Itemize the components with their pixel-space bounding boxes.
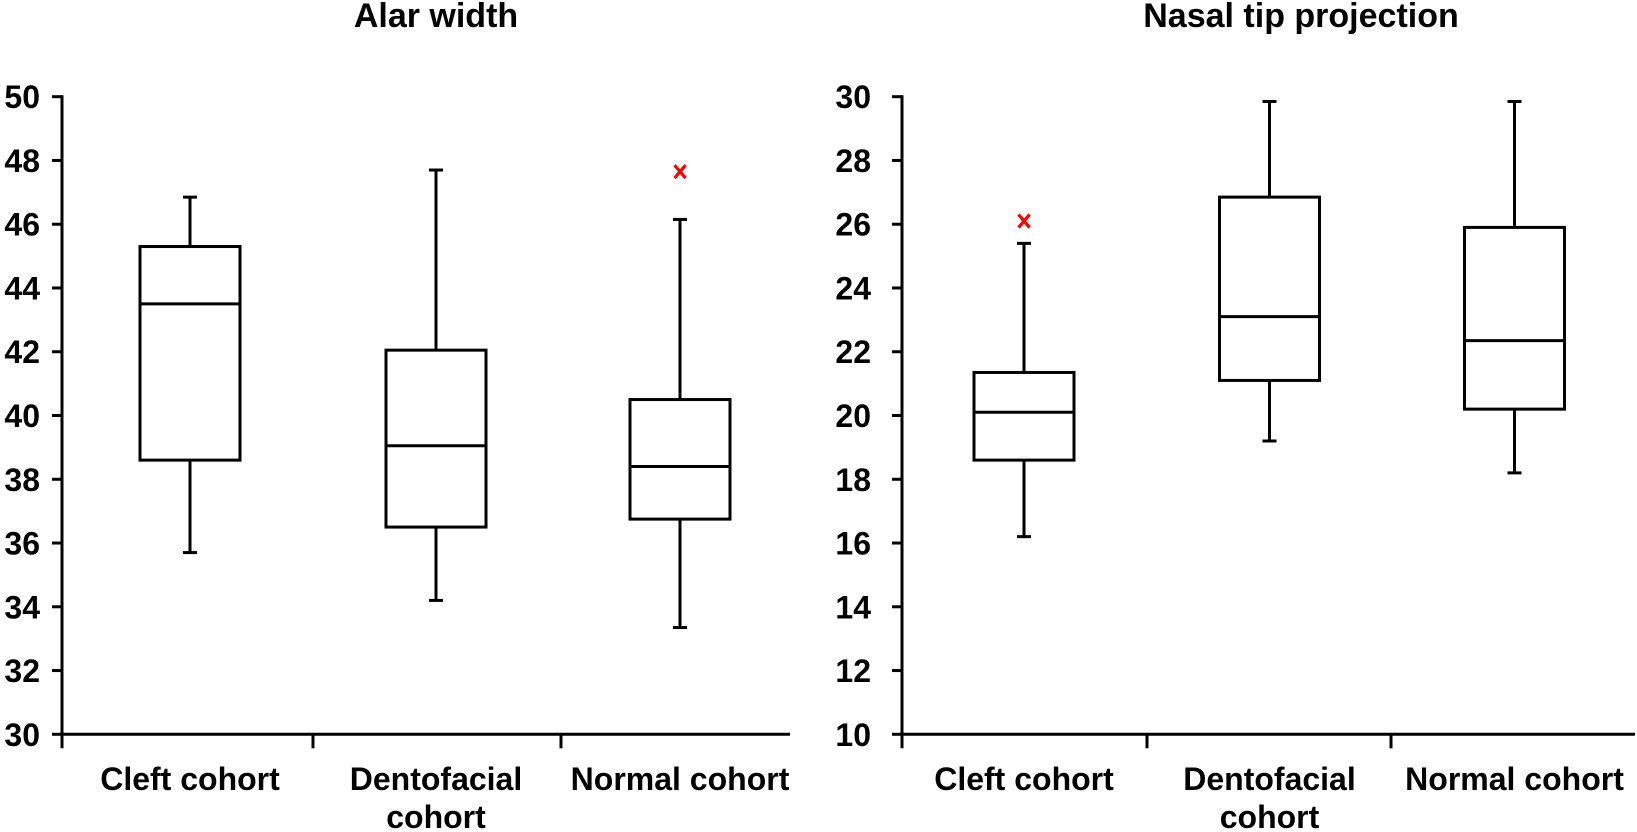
y-axis-tick-label: 50 xyxy=(4,79,40,115)
y-axis-tick-label: 36 xyxy=(4,526,40,562)
outlier-marker-x-normal-cohort xyxy=(673,164,687,180)
nasal-tip-projection-boxplot-svg: Nasal tip projection 10 12 14 16 18 20 22 24 26 28… xyxy=(835,0,1635,832)
box-cleft-cohort xyxy=(138,245,242,462)
y-axis-tick-label: 40 xyxy=(4,398,40,434)
chart-alar-width: Alar width 30 32 34 36 38 40 42 44 46 48 50 Cleft co… xyxy=(4,0,790,832)
category-label-cleft-cohort: Cleft cohort xyxy=(100,761,280,797)
y-axis-tick-label: 24 xyxy=(835,270,871,306)
box-dentofacial-cohort xyxy=(1218,195,1321,382)
y-axis-tick-label: 32 xyxy=(4,653,40,689)
category-label-dentofacial-cohort: Dentofacial xyxy=(1183,761,1355,797)
box-cleft-cohort xyxy=(972,370,1076,462)
box-normal-cohort xyxy=(1463,225,1566,411)
category-label-cleft-cohort: Cleft cohort xyxy=(934,761,1114,797)
chart-nasal-tip-projection: Nasal tip projection 10 12 14 16 18 20 22 24 26 28… xyxy=(818,0,1637,832)
box-dentofacial-cohort xyxy=(384,348,488,529)
y-axis-tick-label: 16 xyxy=(835,526,871,562)
y-axis-tick-label: 44 xyxy=(4,270,40,306)
outlier-marker-x-cleft-cohort xyxy=(1017,213,1031,229)
y-axis-tick-label: 26 xyxy=(835,207,871,243)
outlier-x-stroke xyxy=(673,164,687,180)
category-label-dentofacial-cohort-line2: cohort xyxy=(1220,799,1320,832)
y-axis-tick-label: 46 xyxy=(4,207,40,243)
alar-width-boxplot-svg: Alar width 30 32 34 36 38 40 42 44 46 48 50 Cleft co… xyxy=(4,0,790,832)
y-axis-tick-label: 34 xyxy=(4,589,40,625)
y-axis-tick-label: 38 xyxy=(4,462,40,498)
chart-title: Alar width xyxy=(354,0,518,35)
y-axis-tick-label: 30 xyxy=(4,717,40,753)
y-axis-tick-label: 22 xyxy=(835,334,871,370)
y-axis-tick-label: 20 xyxy=(835,398,871,434)
box-normal-cohort xyxy=(628,398,732,521)
y-axis-tick-label: 30 xyxy=(835,79,871,115)
y-axis-tick-label: 10 xyxy=(835,717,871,753)
category-label-normal-cohort: Normal cohort xyxy=(571,761,790,797)
y-axis-tick-label: 48 xyxy=(4,143,40,179)
category-label-normal-cohort: Normal cohort xyxy=(1405,761,1624,797)
category-label-dentofacial-cohort: Dentofacial xyxy=(350,761,522,797)
chart-title: Nasal tip projection xyxy=(1143,0,1459,35)
y-axis-tick-label: 42 xyxy=(4,334,40,370)
y-axis-tick-label: 28 xyxy=(835,143,871,179)
y-axis-tick-label: 14 xyxy=(835,589,871,625)
category-label-dentofacial-cohort-line2: cohort xyxy=(386,799,486,832)
y-axis-tick-label: 18 xyxy=(835,462,871,498)
outlier-x-stroke xyxy=(1017,213,1031,229)
y-axis-tick-label: 12 xyxy=(835,653,871,689)
